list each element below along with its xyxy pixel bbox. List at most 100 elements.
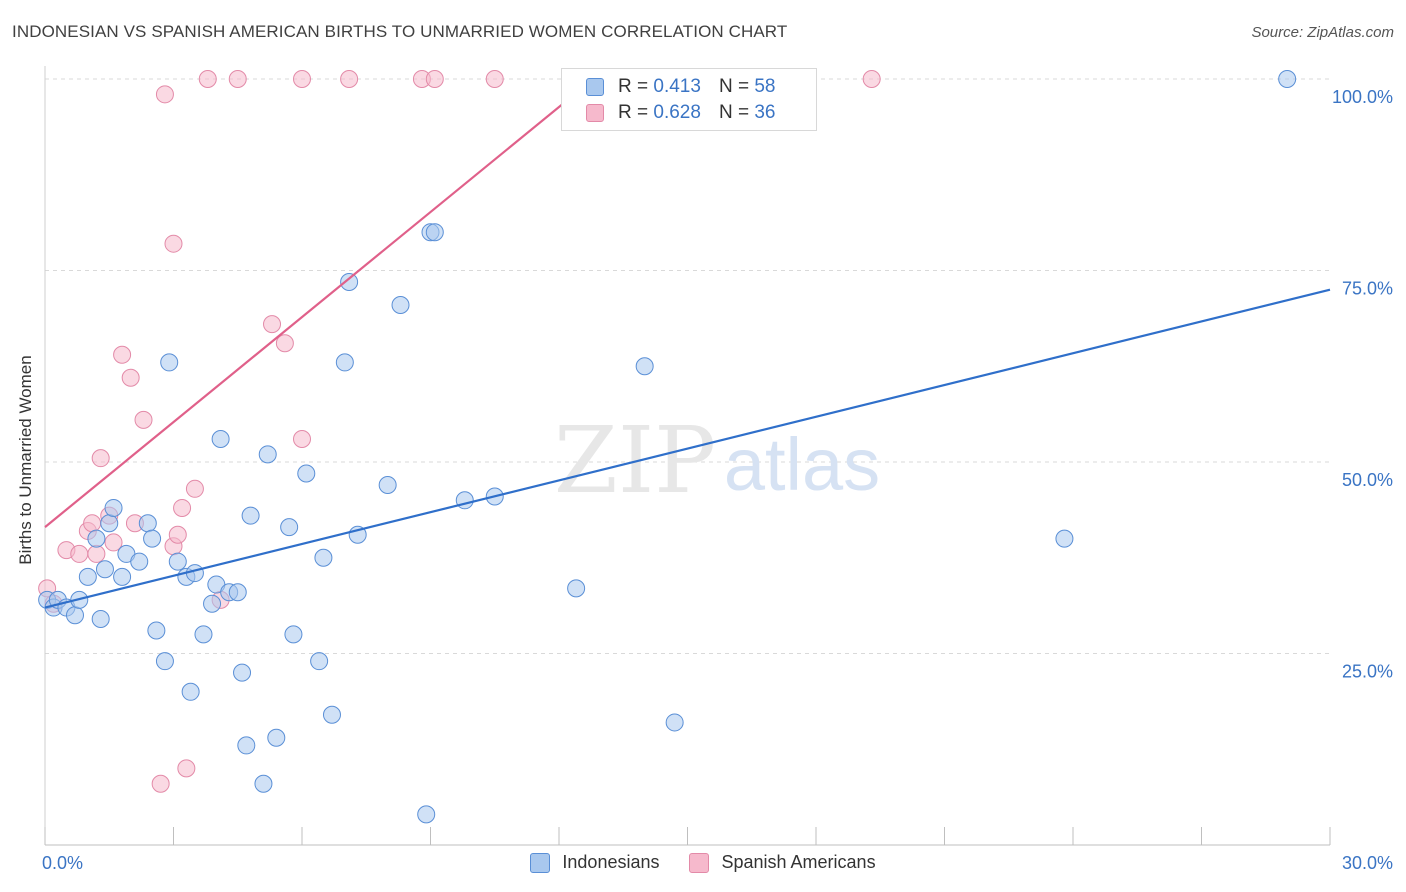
indonesians-point-37	[284, 625, 303, 644]
r-value: 0.413	[653, 76, 701, 97]
spanish-americans-point-9	[104, 533, 123, 552]
indonesians-point-23	[185, 564, 204, 583]
indonesians-point-53	[635, 357, 654, 376]
indonesians-point-6	[78, 567, 97, 586]
spanish-americans-point-11	[121, 368, 140, 387]
indonesians-point-18	[155, 652, 174, 671]
indonesians-point-7	[87, 529, 106, 548]
indonesians-point-32	[241, 506, 260, 525]
legend-label: Spanish Americans	[721, 852, 876, 872]
spanish-americans-point-19	[173, 498, 192, 517]
n-label: N =	[718, 102, 750, 123]
spanish-americans-point-15	[155, 85, 174, 104]
indonesians-point-17	[147, 621, 166, 640]
grid-lines	[45, 78, 1330, 654]
axes	[44, 66, 1331, 846]
legend-swatch-blue	[586, 78, 604, 96]
watermark: ZIP atlas	[554, 407, 880, 514]
y-tick-label-3: 100.0%	[1332, 87, 1393, 107]
n-value: 36	[754, 102, 776, 123]
spanish-americans-point-3	[70, 544, 89, 563]
spanish-americans-point-14	[151, 774, 170, 793]
spanish-americans-point-20	[177, 759, 196, 778]
spanish-americans-point-25	[263, 315, 282, 334]
indonesians-point-55	[1055, 529, 1074, 548]
y-tick-label-0: 25.0%	[1342, 662, 1393, 682]
indonesians-point-46	[391, 295, 410, 314]
indonesians-point-29	[228, 583, 247, 602]
n-value: 58	[754, 76, 776, 97]
indonesians-point-49	[425, 223, 444, 242]
legend-swatch-pink	[689, 852, 710, 873]
indonesians-point-16	[143, 529, 162, 548]
indonesians-point-27	[211, 430, 230, 449]
spanish-americans-point-7	[91, 449, 110, 468]
indonesians-point-34	[258, 445, 277, 464]
indonesians-point-30	[233, 663, 252, 682]
spanish-americans-point-26	[275, 334, 294, 353]
spanish-americans-point-28	[293, 430, 311, 449]
spanish-americans-point-24	[228, 70, 247, 88]
spanish-americans-point-6	[87, 544, 106, 563]
spanish-americans-point-18	[168, 525, 187, 544]
indonesians-point-19	[160, 353, 179, 372]
y-axis-label: Births to Unmarried Women	[16, 355, 35, 565]
watermark-atlas: atlas	[724, 423, 880, 506]
source-label: Source: ZipAtlas.com	[1251, 24, 1394, 41]
indonesians-point-47	[417, 805, 436, 824]
spanish-americans-point-27	[293, 70, 311, 88]
indonesians-point-25	[203, 594, 222, 613]
legend-swatch-pink	[586, 104, 604, 122]
indonesians-point-36	[280, 518, 299, 537]
legend-item-spanish-americans[interactable]: Spanish Americans	[689, 852, 876, 873]
indonesians-point-14	[130, 552, 149, 571]
indonesians-point-52	[567, 579, 586, 598]
legend-item-indonesians[interactable]: Indonesians	[530, 852, 659, 873]
indonesians-point-41	[322, 705, 341, 724]
spanish-americans-point-33	[862, 70, 881, 88]
chart-title: INDONESIAN VS SPANISH AMERICAN BIRTHS TO…	[12, 22, 788, 41]
indonesians-point-4	[65, 606, 84, 625]
spanish-americans-point-13	[134, 410, 153, 429]
legend-row-indonesians: R = 0.413 N = 58	[586, 75, 775, 99]
indonesians-point-42	[335, 353, 354, 372]
indonesians-point-15	[138, 514, 157, 533]
spanish-americans-point-16	[164, 234, 183, 253]
indonesians-point-54	[665, 713, 684, 732]
legend-label: Indonesians	[562, 852, 660, 872]
indonesians-point-20	[168, 552, 187, 571]
y-tick-label-1: 50.0%	[1342, 470, 1393, 490]
r-value: 0.628	[653, 102, 701, 123]
indonesians-point-22	[181, 682, 200, 701]
r-label: R =	[618, 76, 649, 97]
spanish-americans-trend-line	[44, 78, 594, 528]
tick-labels: 25.0% 50.0% 75.0% 100.0% 0.0% 30.0%	[42, 87, 1393, 873]
legend-row-spanish-americans: R = 0.628 N = 36	[586, 101, 775, 125]
spanish-americans-point-10	[113, 345, 132, 364]
indonesians-point-31	[237, 736, 256, 755]
correlation-legend: R = 0.413 N = 58 R = 0.628 N = 36	[561, 68, 817, 131]
indonesians-point-12	[113, 567, 132, 586]
indonesians-point-11	[104, 498, 123, 517]
indonesians-point-8	[91, 610, 110, 629]
indonesians-point-45	[378, 475, 397, 494]
indonesians-trend-line	[44, 288, 1331, 609]
spanish-americans-point-5	[83, 514, 102, 533]
x-tick-label-0: 0.0%	[42, 853, 83, 873]
indonesians-point-24	[194, 625, 213, 644]
r-label: R =	[618, 102, 649, 123]
indonesians-point-38	[297, 464, 316, 483]
spanish-americans-point-32	[485, 70, 504, 88]
indonesians-point-43	[340, 272, 359, 291]
spanish-americans-point-22	[198, 70, 217, 88]
indonesians-point-56	[1278, 70, 1297, 88]
spanish-americans-point-29	[340, 70, 359, 88]
spanish-americans-point-21	[185, 479, 204, 498]
legend-swatch-blue	[530, 852, 551, 873]
indonesians-point-40	[314, 548, 333, 567]
trend-lines	[44, 78, 1331, 609]
indonesians-point-39	[310, 652, 329, 671]
series-legend: Indonesians Spanish Americans	[0, 852, 1406, 873]
y-tick-label-2: 75.0%	[1342, 279, 1393, 299]
